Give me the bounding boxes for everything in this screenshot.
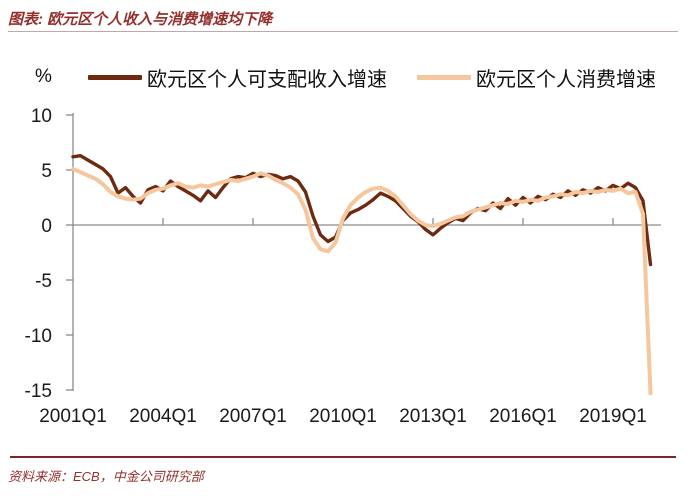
y-tick-label: 10: [31, 106, 52, 127]
legend-item-consumption: 欧元区个人消费增速: [417, 63, 656, 92]
title-separator-line: [8, 31, 678, 32]
legend-item-income: 欧元区个人可支配收入增速: [88, 63, 387, 92]
x-tick-label: 2010Q1: [309, 406, 377, 427]
x-tick-label: 2001Q1: [39, 406, 107, 427]
consumption-line: [71, 166, 653, 396]
x-tick-label: 2013Q1: [399, 406, 467, 427]
y-tick-label: 0: [41, 216, 52, 237]
chart-legend: 欧元区个人可支配收入增速 欧元区个人消费增速: [88, 63, 656, 92]
y-tick-label: -5: [35, 271, 52, 292]
y-tick-label: -15: [25, 381, 52, 402]
legend-label-consumption: 欧元区个人消费增速: [476, 68, 656, 91]
x-tick-label: 2004Q1: [129, 406, 197, 427]
x-tick-label: 2007Q1: [219, 406, 287, 427]
data-source-note: 资料来源：ECB，中金公司研究部: [8, 469, 204, 484]
x-tick-label: 2019Q1: [579, 406, 647, 427]
consumption-line-swatch: [417, 74, 471, 80]
footer-separator-line: [10, 456, 676, 458]
y-axis-unit-label: %: [35, 66, 52, 87]
income-line: [71, 153, 653, 267]
chart-title: 图表: 欧元区个人收入与消费增速均下降: [8, 11, 273, 28]
income-line-swatch: [88, 74, 142, 80]
x-tick-label: 2016Q1: [489, 406, 557, 427]
legend-label-income: 欧元区个人可支配收入增速: [147, 68, 387, 91]
y-tick-label: -10: [25, 326, 52, 347]
y-tick-label: 5: [41, 161, 52, 182]
